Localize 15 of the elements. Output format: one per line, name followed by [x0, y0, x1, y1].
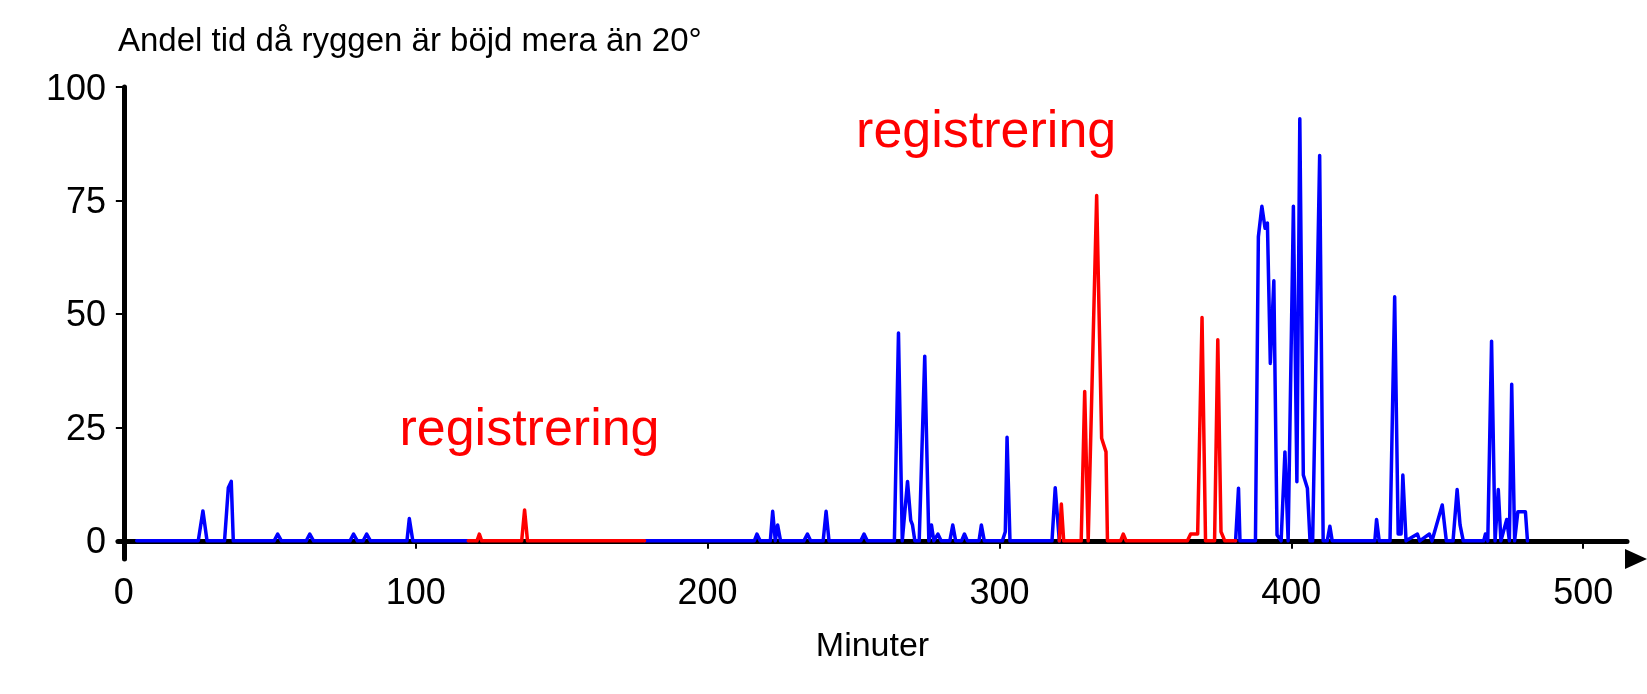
y-tick-label: 75 — [65, 179, 106, 221]
x-axis-title: Minuter — [815, 625, 930, 663]
x-tick-label: 400 — [1261, 570, 1322, 612]
y-tick-label: 100 — [45, 66, 106, 108]
x-tick-label: 100 — [385, 570, 446, 612]
x-tick-label: 500 — [1553, 570, 1614, 612]
annotation: registrering — [399, 398, 660, 457]
x-tick-label: 300 — [969, 570, 1030, 612]
x-tick-label: 200 — [677, 570, 738, 612]
y-tick-label: 50 — [65, 293, 106, 335]
x-tick-label: 0 — [113, 570, 134, 612]
y-tick-label: 25 — [65, 406, 106, 448]
y-tick-label: 0 — [85, 520, 106, 562]
annotation: registrering — [856, 99, 1117, 158]
chart-title: Andel tid då ryggen är böjd mera än 20° — [118, 21, 702, 58]
